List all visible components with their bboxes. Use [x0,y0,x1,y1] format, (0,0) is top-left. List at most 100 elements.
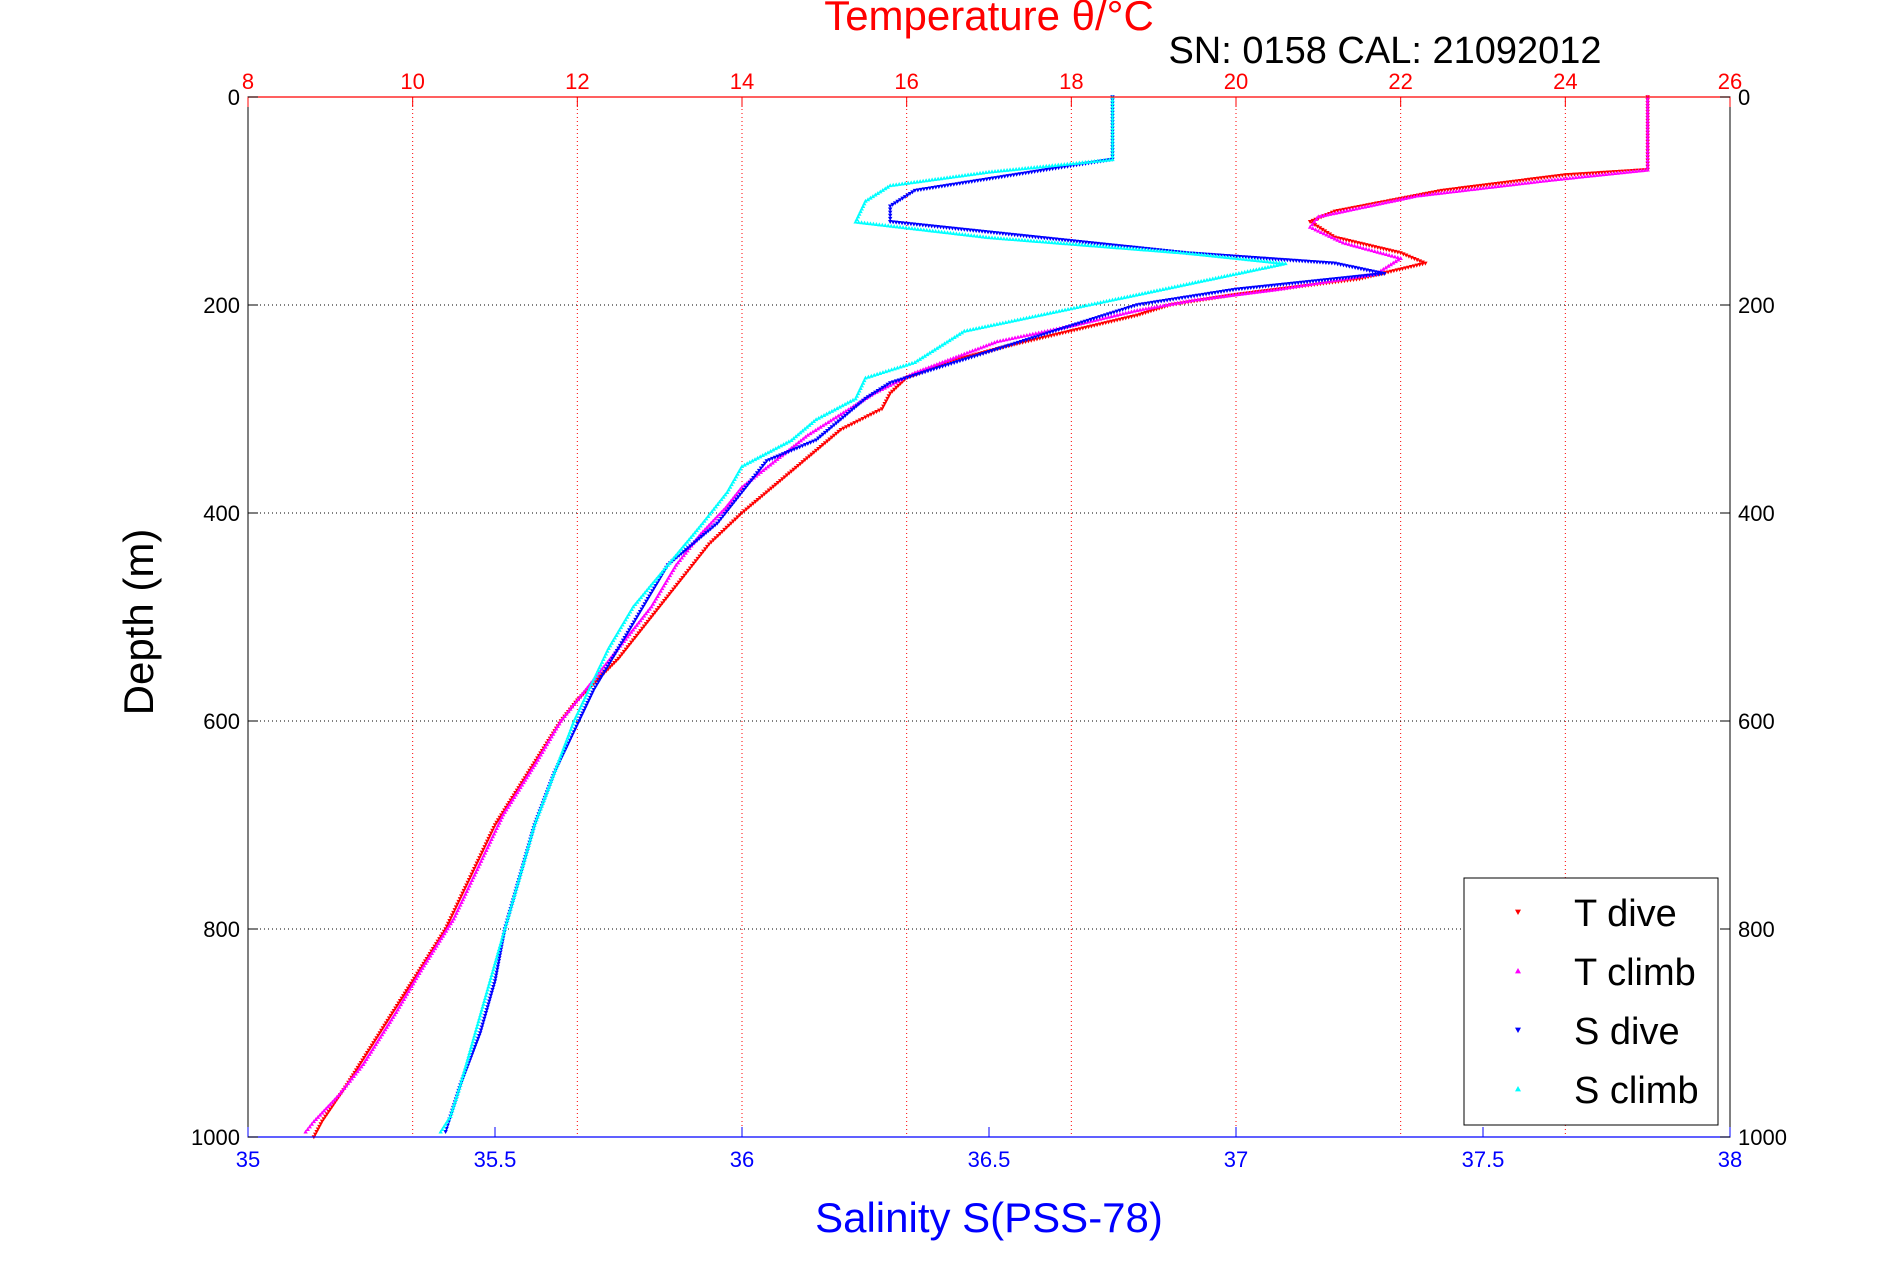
data-point [1502,180,1508,185]
data-point [1645,118,1650,123]
data-point [1119,295,1124,300]
data-point [1609,171,1614,176]
data-point [827,427,832,432]
data-point [1262,265,1268,270]
data-point [1062,238,1068,243]
data-point [632,636,638,640]
data-point [720,514,726,519]
data-point [614,658,619,663]
data-point [816,446,821,451]
data-point [1272,283,1277,288]
data-point [1142,290,1148,295]
data-point [1025,165,1031,170]
data-point [677,548,682,553]
data-point [485,839,490,844]
data-point [959,227,964,232]
data-point [1308,259,1314,264]
data-point [388,1013,393,1018]
data-point [651,586,657,591]
data-point [1301,282,1307,287]
data-point [748,503,754,508]
data-point [1077,304,1083,309]
data-point [608,665,613,670]
right-depth-tick-label: 600 [1738,709,1775,734]
data-point [505,915,511,920]
data-point [845,400,850,405]
data-point [667,560,673,565]
data-point [766,488,772,493]
data-point [1006,336,1012,341]
data-point [1501,183,1507,188]
data-point [1505,180,1511,185]
data-point [1207,277,1213,282]
data-point [944,339,950,344]
data-point [454,1094,460,1099]
data-point [1157,287,1163,292]
data-point [853,396,858,401]
data-point [994,231,1000,236]
data-point [998,236,1004,241]
legend-entry: S climb [1574,1070,1699,1112]
data-point [948,356,953,361]
data-point [1546,178,1552,182]
data-point [1028,238,1034,243]
data-point [944,175,950,180]
data-point [920,178,926,183]
data-point [484,1008,489,1013]
data-point [1301,280,1307,285]
data-point [445,926,450,931]
data-point [1037,239,1043,244]
data-point [1519,181,1525,186]
data-point [627,642,632,647]
data-point [940,360,945,364]
data-point [1058,240,1064,245]
data-point [878,387,883,392]
data-point [1110,126,1115,130]
data-point [874,222,879,226]
data-point [414,976,419,981]
data-point [888,183,893,188]
data-point [1242,291,1248,296]
data-point [696,525,701,530]
data-point [1022,238,1028,242]
data-point [1314,260,1320,265]
data-point [746,505,751,510]
data-point [1362,204,1368,209]
data-point [1564,176,1570,181]
data-point [482,1016,487,1021]
data-point [1528,180,1534,185]
data-point [1536,176,1541,181]
data-point [789,448,794,453]
data-point [1319,213,1324,218]
data-point [1296,281,1301,286]
data-point [374,1036,379,1041]
data-point [477,856,482,861]
data-point [334,1095,339,1100]
data-point [530,765,536,770]
data-point [892,366,897,371]
data-point [1294,258,1299,263]
data-point [760,464,766,468]
data-point [663,596,669,601]
data-point [491,831,497,836]
data-point [409,984,414,988]
data-point [875,191,881,195]
data-point [504,921,509,925]
data-point [491,982,497,987]
data-point [489,973,494,977]
data-point [1417,259,1423,264]
top-tick-label: 10 [400,69,424,94]
data-point [1068,306,1074,311]
data-point [838,428,843,432]
data-point [1010,167,1016,172]
data-point [648,591,654,596]
data-point [739,511,745,516]
data-point [1292,284,1298,289]
data-point [645,597,651,601]
data-point [1340,240,1346,245]
data-point [1615,170,1620,175]
data-point [671,587,676,592]
data-point [683,548,689,553]
data-point [1110,104,1115,109]
data-point [504,807,509,812]
